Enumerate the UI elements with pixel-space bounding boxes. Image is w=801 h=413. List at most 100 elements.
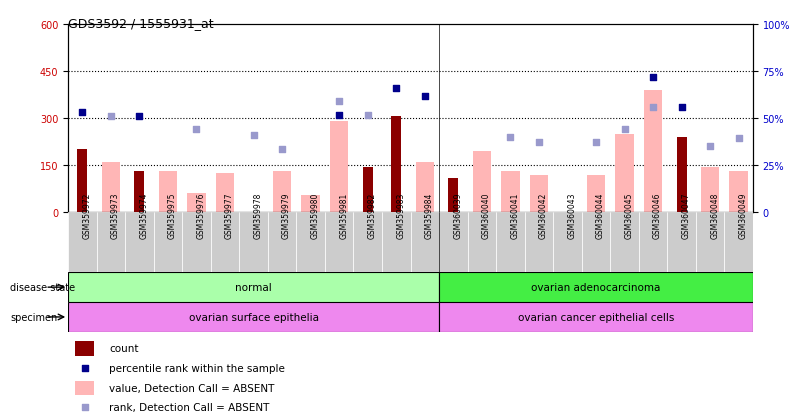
Point xyxy=(248,133,260,139)
Bar xyxy=(75,381,94,395)
Bar xyxy=(68,302,439,332)
Bar xyxy=(68,213,97,273)
Text: ovarian cancer epithelial cells: ovarian cancer epithelial cells xyxy=(517,312,674,322)
Bar xyxy=(449,178,458,213)
Text: GSM360049: GSM360049 xyxy=(739,192,747,239)
Text: GSM359972: GSM359972 xyxy=(83,192,91,239)
Point xyxy=(76,109,89,116)
Bar xyxy=(75,342,94,356)
Bar xyxy=(330,122,348,213)
Bar xyxy=(496,213,525,273)
Bar xyxy=(97,213,125,273)
Text: GSM359982: GSM359982 xyxy=(368,192,376,239)
Bar xyxy=(525,213,553,273)
Text: GSM360044: GSM360044 xyxy=(596,192,605,239)
Bar xyxy=(78,150,87,213)
Bar xyxy=(615,134,634,213)
Text: rank, Detection Call = ABSENT: rank, Detection Call = ABSENT xyxy=(109,403,270,413)
Bar xyxy=(667,213,696,273)
Text: GSM360047: GSM360047 xyxy=(682,192,690,239)
Text: GSM359978: GSM359978 xyxy=(254,192,263,239)
Text: GSM360042: GSM360042 xyxy=(539,192,548,239)
Text: GSM360043: GSM360043 xyxy=(567,192,577,239)
Text: GSM359979: GSM359979 xyxy=(282,192,291,239)
Bar xyxy=(586,175,606,213)
Text: ovarian adenocarcinoma: ovarian adenocarcinoma xyxy=(531,282,661,292)
Bar xyxy=(501,172,520,213)
Bar xyxy=(416,163,434,213)
Bar xyxy=(391,117,401,213)
Text: percentile rank within the sample: percentile rank within the sample xyxy=(109,363,285,373)
Text: GSM360045: GSM360045 xyxy=(625,192,634,239)
Bar xyxy=(353,213,382,273)
Text: ovarian surface epithelia: ovarian surface epithelia xyxy=(188,312,319,322)
Bar xyxy=(68,273,439,302)
Bar xyxy=(410,213,439,273)
Point xyxy=(590,139,602,145)
Point xyxy=(276,147,288,153)
Point xyxy=(732,136,745,142)
Bar xyxy=(273,172,292,213)
Point xyxy=(190,126,203,133)
Bar xyxy=(468,213,496,273)
Text: GSM359976: GSM359976 xyxy=(196,192,206,239)
Text: count: count xyxy=(109,344,139,354)
Bar xyxy=(301,195,320,213)
Text: GSM359973: GSM359973 xyxy=(111,192,120,239)
Point xyxy=(78,365,91,372)
Bar xyxy=(296,213,325,273)
Text: GSM359983: GSM359983 xyxy=(396,192,405,239)
Bar xyxy=(529,175,548,213)
Bar xyxy=(135,172,144,213)
Point xyxy=(390,85,403,92)
Bar xyxy=(439,273,753,302)
Bar xyxy=(268,213,296,273)
Bar xyxy=(439,302,753,332)
Point xyxy=(332,98,345,105)
Bar xyxy=(187,194,206,213)
Point xyxy=(704,144,717,150)
Text: GSM360041: GSM360041 xyxy=(510,192,519,239)
Bar xyxy=(325,213,353,273)
Bar xyxy=(382,213,410,273)
Text: GSM360040: GSM360040 xyxy=(482,192,491,239)
Bar xyxy=(730,172,748,213)
Point xyxy=(332,112,345,119)
Point xyxy=(618,126,631,133)
Point xyxy=(646,104,659,111)
Bar xyxy=(215,173,235,213)
Point xyxy=(361,112,374,119)
Bar xyxy=(638,213,667,273)
Point xyxy=(104,114,117,121)
Text: GSM359974: GSM359974 xyxy=(139,192,148,239)
Bar xyxy=(696,213,724,273)
Text: GSM360048: GSM360048 xyxy=(710,192,719,239)
Bar xyxy=(239,213,268,273)
Text: normal: normal xyxy=(235,282,272,292)
Bar xyxy=(644,90,662,213)
Text: specimen: specimen xyxy=(10,312,58,322)
Bar xyxy=(724,213,753,273)
Bar xyxy=(473,152,491,213)
Bar xyxy=(154,213,182,273)
Text: GSM360039: GSM360039 xyxy=(453,192,462,239)
Point xyxy=(675,104,688,111)
Bar xyxy=(610,213,638,273)
Text: value, Detection Call = ABSENT: value, Detection Call = ABSENT xyxy=(109,383,275,393)
Text: GSM359975: GSM359975 xyxy=(168,192,177,239)
Bar xyxy=(211,213,239,273)
Point xyxy=(133,114,146,121)
Text: GSM359984: GSM359984 xyxy=(425,192,434,239)
Bar xyxy=(159,172,177,213)
Text: GSM359981: GSM359981 xyxy=(339,192,348,239)
Point xyxy=(418,93,431,100)
Bar xyxy=(677,138,686,213)
Bar xyxy=(701,167,719,213)
Point xyxy=(504,134,517,141)
Text: GSM359980: GSM359980 xyxy=(311,192,320,239)
Text: GSM360046: GSM360046 xyxy=(653,192,662,239)
Point xyxy=(78,404,91,411)
Bar xyxy=(553,213,582,273)
Text: GDS3592 / 1555931_at: GDS3592 / 1555931_at xyxy=(68,17,214,29)
Bar xyxy=(582,213,610,273)
